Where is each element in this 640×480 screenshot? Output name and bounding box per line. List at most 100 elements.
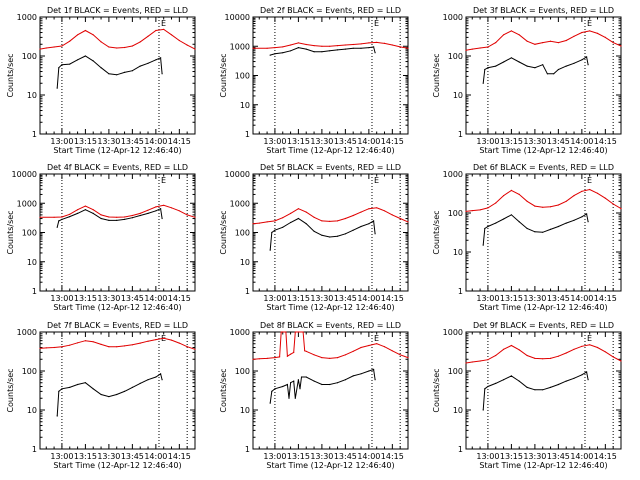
data-point-lld xyxy=(279,356,281,358)
data-point-events xyxy=(282,52,284,54)
y-tick-label: 10000 xyxy=(12,170,37,179)
data-point-lld xyxy=(163,204,165,206)
x-tick-label: 14:00 xyxy=(144,452,167,461)
data-point-lld xyxy=(495,202,497,204)
data-point-events xyxy=(297,47,299,49)
data-point-lld xyxy=(495,42,497,44)
data-point-events xyxy=(344,379,346,381)
y-axis-label: Counts/sec xyxy=(6,368,15,412)
flag-label: E xyxy=(374,176,379,185)
x-tick-label: 13:15 xyxy=(74,294,97,303)
data-point-events xyxy=(58,220,60,222)
chart-title: Det 4f BLACK = Events, RED = LLD xyxy=(47,163,188,172)
data-point-lld xyxy=(565,200,567,202)
x-axis-label: Start Time (12-Apr-12 12:46:40) xyxy=(479,461,607,470)
x-tick-label: 13:45 xyxy=(547,452,570,461)
data-point-events xyxy=(69,63,71,65)
y-tick-label: 100 xyxy=(448,52,463,61)
data-point-events xyxy=(160,208,162,210)
data-point-lld xyxy=(344,354,346,356)
plot-frame xyxy=(39,331,196,450)
data-point-lld xyxy=(45,47,47,49)
data-point-lld xyxy=(100,343,102,345)
data-point-lld xyxy=(53,346,55,349)
data-point-lld xyxy=(360,346,362,349)
data-point-events xyxy=(557,383,560,386)
data-point-lld xyxy=(163,28,165,30)
data-point-events xyxy=(352,229,354,231)
y-tick-label: 100 xyxy=(235,72,250,81)
data-point-lld xyxy=(542,42,544,44)
data-point-events xyxy=(586,371,588,373)
data-point-events xyxy=(368,47,370,49)
data-point-lld xyxy=(596,192,599,194)
flag-label: E xyxy=(161,176,166,185)
x-tick-label: 14:00 xyxy=(570,452,593,461)
data-point-lld xyxy=(100,214,102,216)
data-point-lld xyxy=(163,337,165,339)
chart-panel-4: Det 4f BLACK = Events, RED = LLD 1 10 100 10… xyxy=(6,163,196,312)
data-point-events xyxy=(484,68,486,71)
data-point-lld xyxy=(471,48,473,50)
data-point-events xyxy=(549,228,552,230)
data-point-lld xyxy=(282,46,284,48)
data-point-events xyxy=(581,59,583,61)
data-point-events xyxy=(557,225,560,228)
data-point-lld xyxy=(376,41,378,44)
data-point-lld xyxy=(612,42,614,44)
x-tick-label: 14:00 xyxy=(357,294,380,303)
data-point-lld xyxy=(61,216,63,218)
data-point-lld xyxy=(376,343,378,345)
data-point-lld xyxy=(194,348,196,350)
data-point-events xyxy=(300,376,303,378)
data-point-lld xyxy=(407,221,409,223)
x-tick-label: 13:15 xyxy=(287,294,310,303)
data-point-lld xyxy=(391,214,393,216)
data-point-lld xyxy=(258,358,260,360)
data-point-events xyxy=(274,53,276,55)
data-point-events xyxy=(100,67,102,69)
data-point-events xyxy=(108,219,110,221)
series-line-lld xyxy=(40,204,196,218)
x-tick-label: 13:45 xyxy=(121,137,144,146)
flag-label: E xyxy=(161,19,166,28)
y-tick-label: 1000 xyxy=(230,328,250,337)
x-tick-label: 14:15 xyxy=(594,452,617,461)
x-tick-label: 14:00 xyxy=(144,294,167,303)
data-point-events xyxy=(581,374,583,376)
data-point-lld xyxy=(282,331,284,333)
y-tick-label: 100 xyxy=(448,209,463,218)
data-point-lld xyxy=(305,211,307,213)
data-point-lld xyxy=(589,30,591,32)
data-point-lld xyxy=(77,209,79,211)
data-point-lld xyxy=(286,355,288,357)
x-axis-label: Start Time (12-Apr-12 12:46:40) xyxy=(266,461,394,470)
x-tick-label: 13:00 xyxy=(50,452,73,461)
data-point-events xyxy=(123,390,126,392)
x-tick-label: 13:45 xyxy=(547,294,570,303)
data-point-lld xyxy=(526,40,528,42)
data-point-events xyxy=(549,386,552,388)
data-point-lld xyxy=(549,40,552,42)
data-point-events xyxy=(294,397,296,399)
data-point-lld xyxy=(39,347,41,349)
data-point-events xyxy=(271,390,273,392)
y-tick-label: 100 xyxy=(235,229,250,238)
data-point-lld xyxy=(92,34,94,36)
data-point-lld xyxy=(368,208,370,210)
data-point-lld xyxy=(549,206,552,208)
data-point-lld xyxy=(294,331,296,333)
data-point-lld xyxy=(620,45,622,47)
data-point-events xyxy=(299,388,301,390)
data-point-events xyxy=(546,73,549,75)
y-tick-label: 10000 xyxy=(225,13,250,22)
x-axis-label: Start Time (12-Apr-12 12:46:40) xyxy=(53,146,181,155)
x-tick-label: 13:00 xyxy=(263,452,286,461)
data-point-lld xyxy=(589,188,591,191)
y-axis-label: Counts/sec xyxy=(6,210,15,254)
data-point-lld xyxy=(170,207,173,209)
data-point-lld xyxy=(39,48,41,50)
data-point-lld xyxy=(178,39,180,42)
data-point-events xyxy=(510,375,512,377)
data-point-lld xyxy=(84,29,86,32)
